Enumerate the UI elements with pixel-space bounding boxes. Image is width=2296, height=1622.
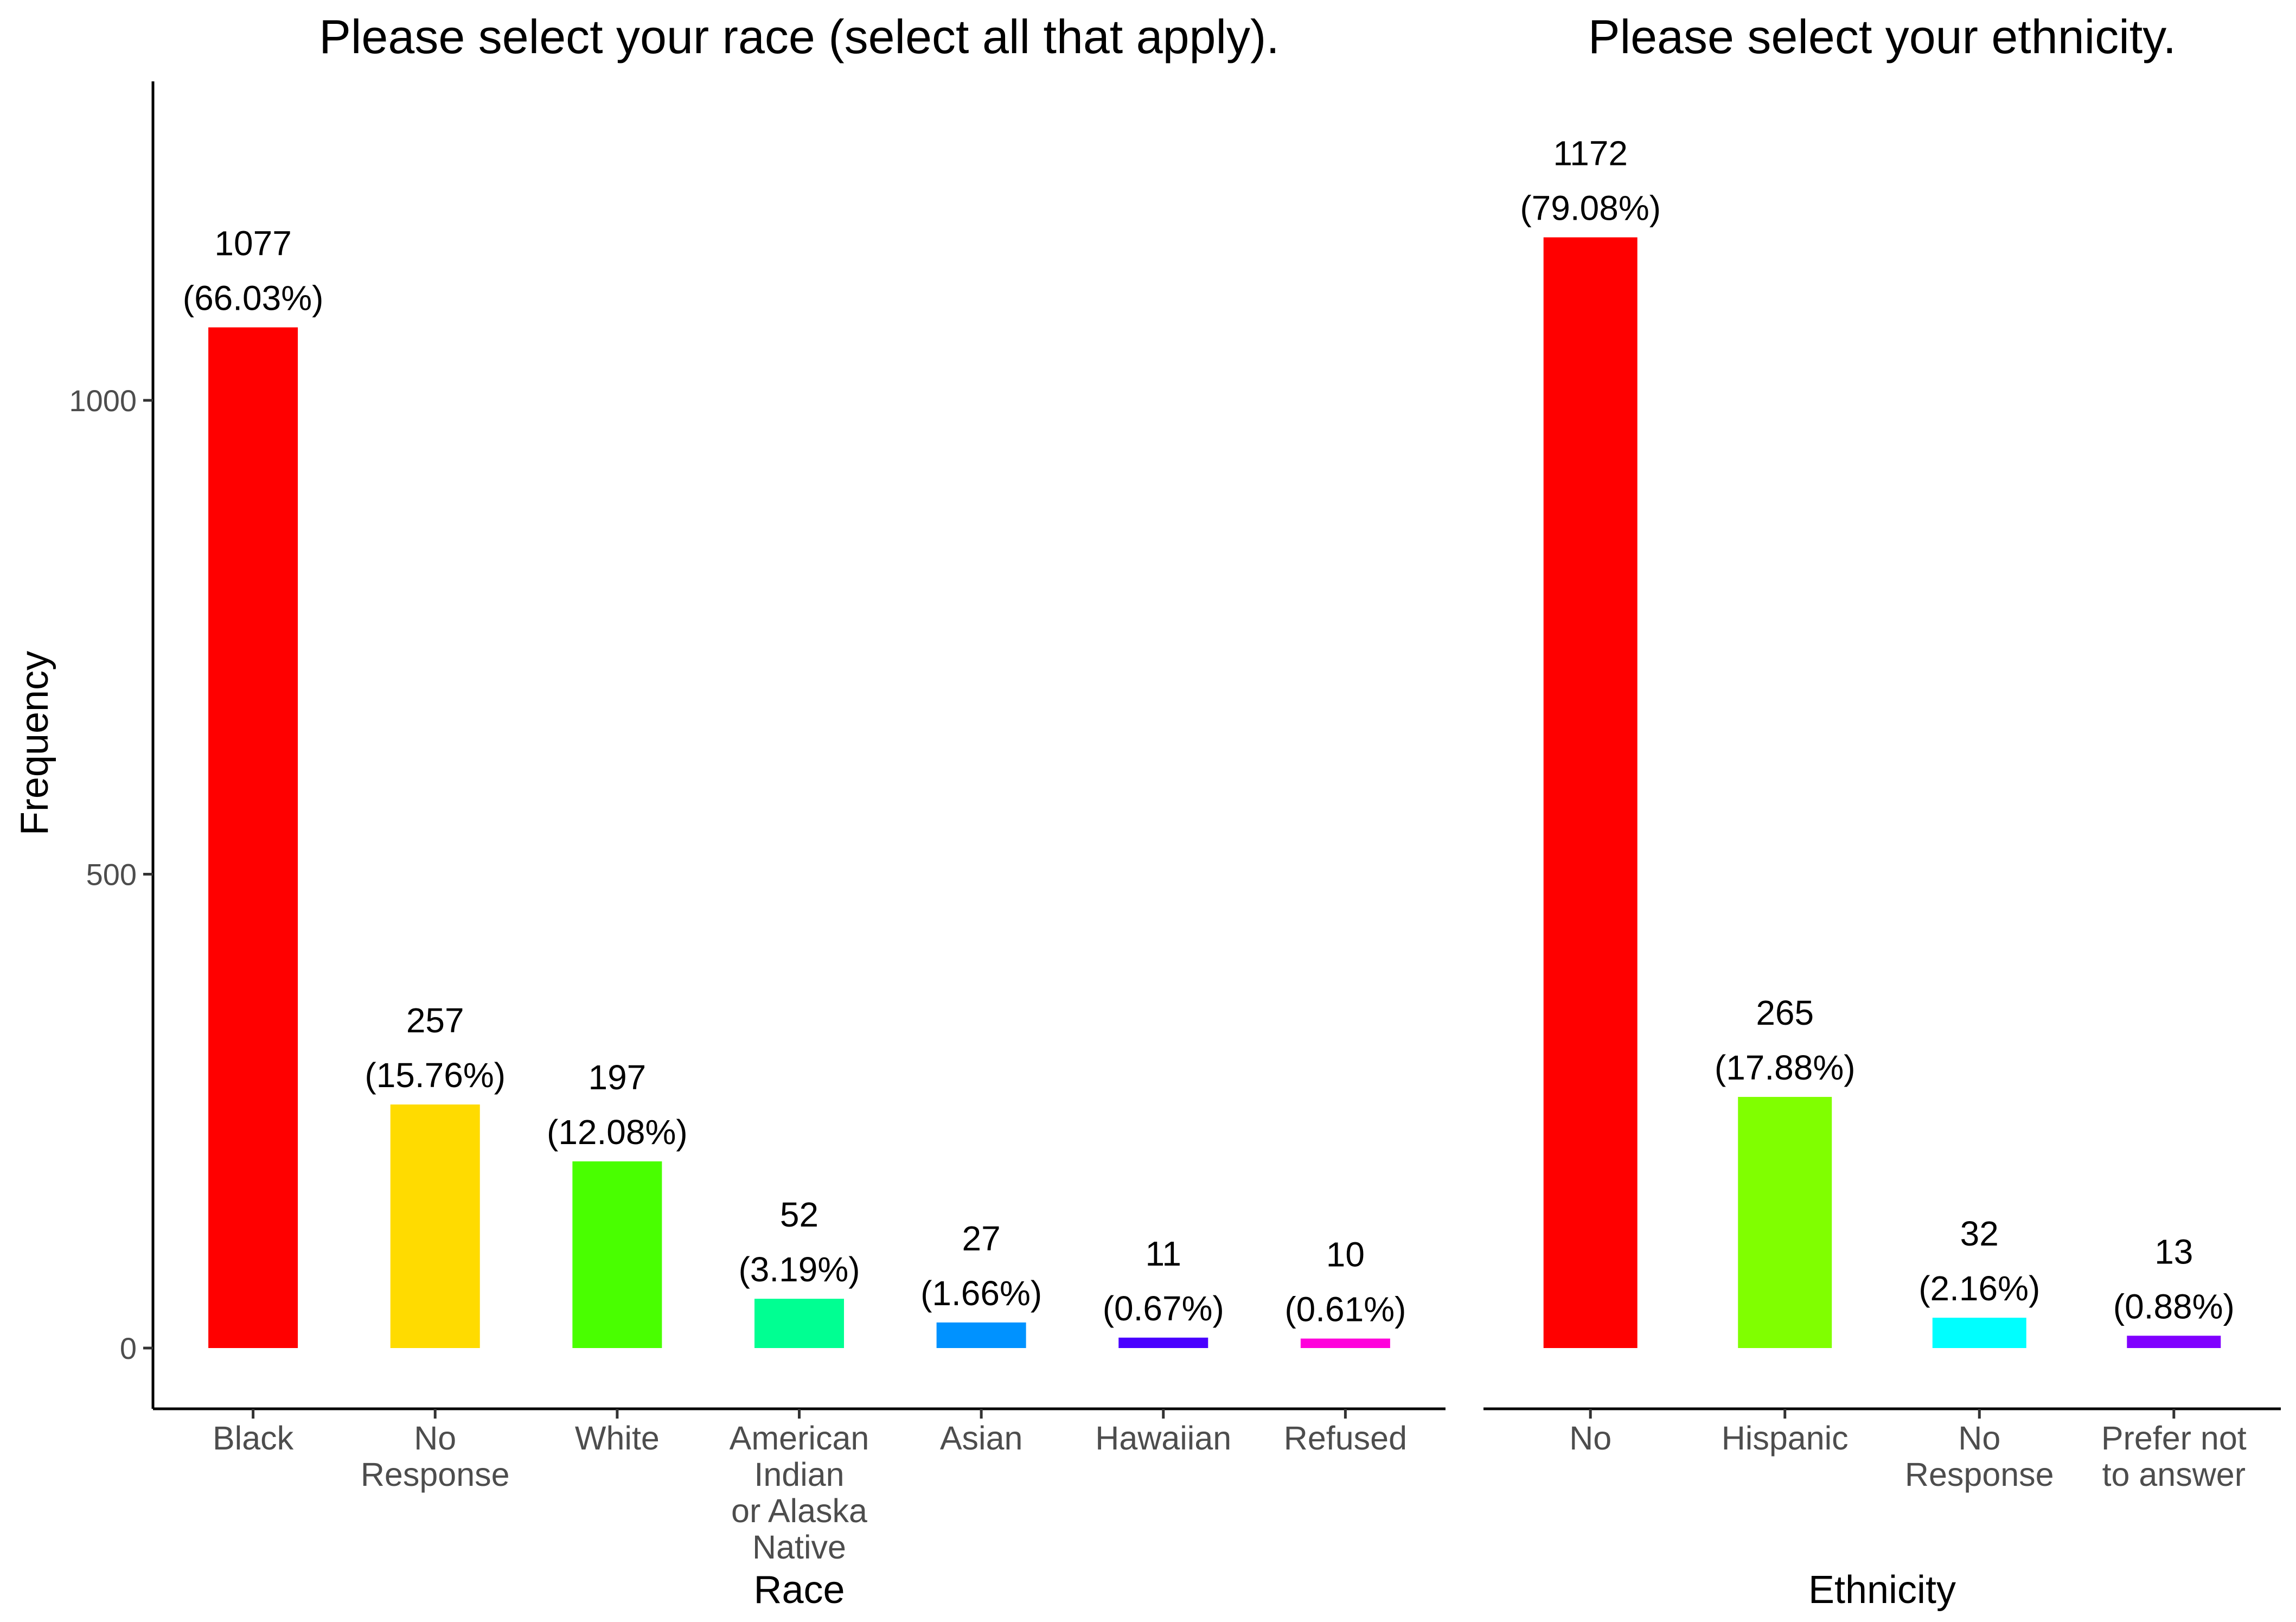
x-tick-label-line: No bbox=[1958, 1420, 2000, 1457]
percent-label-race-refused: (0.61%) bbox=[1284, 1290, 1406, 1329]
bar-race-refused bbox=[1300, 1338, 1390, 1348]
x-tick-label-ethnicity-hispanic: Hispanic bbox=[1722, 1420, 1849, 1457]
bar-ethnicity-no-response bbox=[1932, 1318, 2026, 1348]
bar-race-no-response bbox=[390, 1104, 480, 1348]
x-tick-label-race-white: White bbox=[575, 1420, 660, 1457]
x-tick-label-line: Prefer not bbox=[2101, 1420, 2247, 1457]
x-tick-label-line: Response bbox=[1905, 1456, 2054, 1493]
x-tick-label-line: or Alaska bbox=[731, 1492, 867, 1529]
percent-label-race-hawaiian: (0.67%) bbox=[1103, 1289, 1224, 1328]
bar-ethnicity-hispanic bbox=[1738, 1097, 1832, 1348]
percent-label-ethnicity-no: (79.08%) bbox=[1520, 189, 1661, 228]
x-tick-label-race-no-response: No Response bbox=[361, 1420, 510, 1493]
x-tick-label-line: Asian bbox=[940, 1420, 1023, 1457]
chart-title-ethnicity: Please select your ethnicity. bbox=[1588, 10, 2176, 63]
x-tick-label-race-hawaiian: Hawaiian bbox=[1095, 1420, 1231, 1457]
percent-label-race-american-indian-or-alaska-native: (3.19%) bbox=[738, 1250, 860, 1289]
bar-race-asian bbox=[936, 1322, 1026, 1348]
x-tick-label-line: Indian bbox=[754, 1456, 844, 1493]
value-label-race-asian: 27 bbox=[962, 1219, 1001, 1258]
x-tick-label-line: No bbox=[414, 1420, 456, 1457]
x-tick-label-race-refused: Refused bbox=[1284, 1420, 1407, 1457]
x-tick-label-line: Native bbox=[752, 1529, 846, 1566]
ethnicity-panel: Please select your ethnicity. 1172 (79.08%… bbox=[1483, 10, 2281, 1612]
x-tick-label-race-asian: Asian bbox=[940, 1420, 1023, 1457]
percent-label-race-asian: (1.66%) bbox=[920, 1274, 1042, 1313]
x-tick-label-line: to answer bbox=[2102, 1456, 2246, 1493]
value-label-race-refused: 10 bbox=[1326, 1235, 1365, 1274]
bar-race-american-indian-or-alaska-native bbox=[754, 1299, 844, 1348]
x-tick-label-ethnicity-no: No bbox=[1569, 1420, 1611, 1457]
race-panel: Please select your race (select all that… bbox=[69, 10, 1446, 1612]
value-label-ethnicity-no-response: 32 bbox=[1960, 1214, 1999, 1253]
percent-label-ethnicity-prefer-not-to-answer: (0.88%) bbox=[2113, 1287, 2235, 1326]
x-tick-label-line: Refused bbox=[1284, 1420, 1407, 1457]
x-tick-label-line: White bbox=[575, 1420, 660, 1457]
chart-title-race: Please select your race (select all that… bbox=[319, 10, 1280, 63]
bar-ethnicity-prefer-not-to-answer bbox=[2127, 1336, 2221, 1348]
x-axis-title-race: Race bbox=[753, 1568, 845, 1612]
value-label-race-white: 197 bbox=[588, 1058, 646, 1097]
value-label-ethnicity-hispanic: 265 bbox=[1756, 993, 1814, 1032]
x-tick-label-line: Response bbox=[361, 1456, 510, 1493]
percent-label-ethnicity-no-response: (2.16%) bbox=[1918, 1269, 2040, 1308]
x-tick-label-ethnicity-no-response: No Response bbox=[1905, 1420, 2054, 1493]
x-tick-label-line: Black bbox=[213, 1420, 294, 1457]
y-axis-title: Frequency bbox=[13, 651, 56, 835]
x-tick-label-line: Hispanic bbox=[1722, 1420, 1849, 1457]
value-label-race-american-indian-or-alaska-native: 52 bbox=[780, 1195, 818, 1234]
bar-race-white bbox=[572, 1161, 662, 1348]
value-label-race-black: 1077 bbox=[214, 223, 291, 263]
x-tick-label-line: No bbox=[1569, 1420, 1611, 1457]
x-tick-label-race-american-indian-or-alaska-native: American Indian or Alaska Native bbox=[730, 1420, 869, 1566]
x-tick-label-ethnicity-prefer-not-to-answer: Prefer not to answer bbox=[2101, 1420, 2247, 1493]
x-tick-label-race-black: Black bbox=[213, 1420, 294, 1457]
percent-label-race-white: (12.08%) bbox=[547, 1113, 688, 1152]
value-label-ethnicity-no: 1172 bbox=[1553, 134, 1628, 173]
y-tick-label-1000: 1000 bbox=[69, 384, 137, 418]
percent-label-race-black: (66.03%) bbox=[183, 278, 324, 317]
x-tick-label-line: American bbox=[730, 1420, 869, 1457]
bar-race-hawaiian bbox=[1118, 1337, 1208, 1348]
y-tick-label-500: 500 bbox=[86, 858, 137, 892]
percent-label-race-no-response: (15.76%) bbox=[364, 1056, 506, 1095]
x-axis-title-ethnicity: Ethnicity bbox=[1808, 1568, 1956, 1612]
value-label-ethnicity-prefer-not-to-answer: 13 bbox=[2154, 1232, 2193, 1271]
bar-ethnicity-no bbox=[1543, 237, 1638, 1348]
y-tick-label-0: 0 bbox=[120, 1331, 137, 1365]
value-label-race-no-response: 257 bbox=[406, 1001, 464, 1040]
percent-label-ethnicity-hispanic: (17.88%) bbox=[1715, 1048, 1856, 1087]
bar-race-black bbox=[208, 327, 298, 1349]
value-label-race-hawaiian: 11 bbox=[1146, 1234, 1181, 1273]
x-tick-label-line: Hawaiian bbox=[1095, 1420, 1231, 1457]
